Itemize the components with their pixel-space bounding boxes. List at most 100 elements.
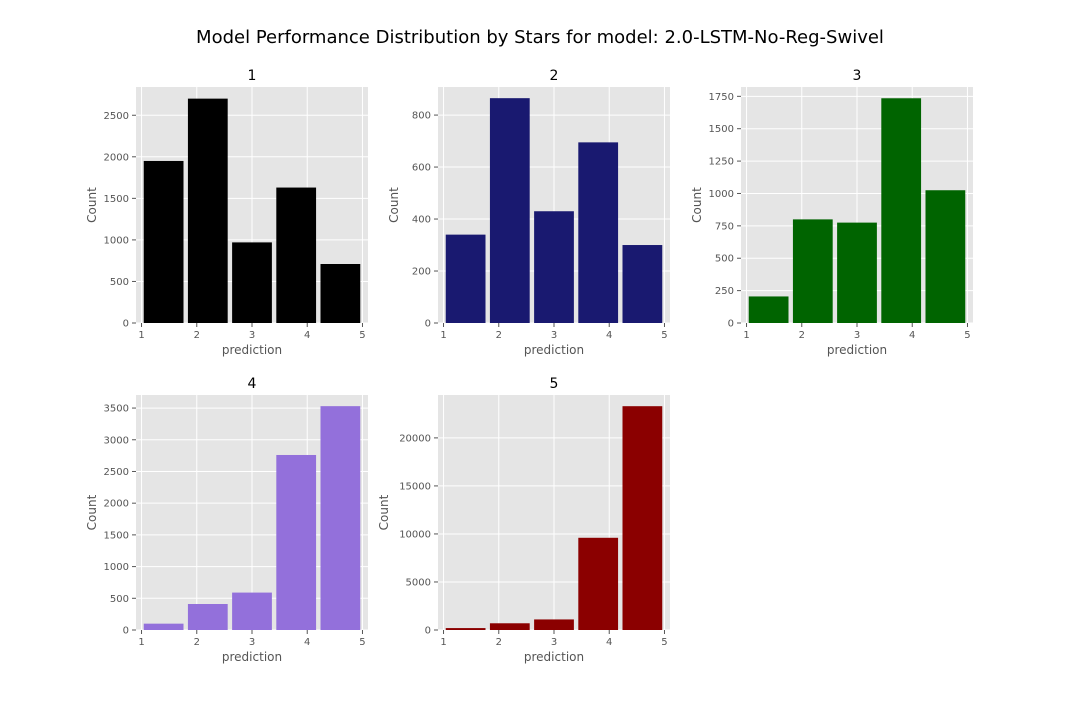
bar [489, 623, 530, 630]
tick-label-y: 5000 [406, 577, 431, 588]
bar [622, 245, 663, 323]
tick-label-y: 500 [715, 254, 734, 265]
tick-label-x: 1 [743, 330, 749, 341]
tick-label-x: 4 [606, 637, 612, 648]
bar [232, 592, 272, 630]
bar [534, 619, 574, 630]
x-axis-label: prediction [827, 343, 887, 357]
tick-label-y: 800 [412, 111, 431, 122]
tick-label-y: 0 [123, 626, 129, 637]
tick-label-x: 2 [799, 330, 805, 341]
subplot-3: 0 250 500 750 1000 1250 1500 1750 1 2 3 4 5 3 predicti… [690, 68, 973, 357]
bar [578, 537, 619, 630]
y-axis-label: Count [690, 187, 704, 223]
bar [792, 219, 833, 323]
tick-label-y: 3000 [104, 435, 129, 446]
bar [143, 160, 184, 323]
bar [622, 406, 663, 630]
tick-label-y: 20000 [399, 433, 431, 444]
bar [187, 98, 228, 323]
bar [276, 187, 317, 323]
y-axis-label: Count [85, 187, 99, 223]
tick-label-y: 1500 [104, 530, 129, 541]
tick-label-x: 3 [854, 330, 860, 341]
figure-title: Model Performance Distribution by Stars … [196, 27, 884, 48]
bar [748, 296, 789, 323]
tick-label-y: 200 [412, 267, 431, 278]
y-axis-label: Count [377, 494, 391, 530]
subplot-title: 5 [550, 376, 559, 392]
tick-label-y: 0 [425, 319, 431, 330]
tick-label-x: 3 [551, 330, 557, 341]
tick-label-x: 3 [249, 330, 255, 341]
tick-label-y: 0 [728, 319, 734, 330]
bar [489, 98, 530, 323]
tick-label-x: 4 [606, 330, 612, 341]
subplot-4: 0 500 1000 1500 2000 2500 3000 3500 1 2 3 4 5 4 predic… [85, 376, 368, 664]
bar [232, 242, 272, 323]
tick-label-y: 600 [412, 163, 431, 174]
tick-label-x: 2 [496, 330, 502, 341]
tick-label-y: 400 [412, 215, 431, 226]
x-axis-label: prediction [524, 343, 584, 357]
subplot-5: 0 5000 10000 15000 20000 1 2 3 4 5 5 prediction Coun… [377, 376, 670, 664]
tick-label-x: 4 [304, 637, 310, 648]
tick-label-y: 3500 [104, 404, 129, 415]
subplot-title: 2 [550, 68, 559, 84]
tick-label-x: 4 [909, 330, 915, 341]
tick-label-y: 2000 [104, 152, 129, 163]
tick-label-x: 5 [661, 637, 667, 648]
bar [187, 604, 228, 630]
bar [276, 454, 317, 630]
tick-label-y: 1000 [104, 235, 129, 246]
tick-label-x: 2 [496, 637, 502, 648]
subplot-title: 1 [248, 68, 257, 84]
tick-label-x: 1 [138, 330, 144, 341]
bar [320, 264, 361, 323]
tick-label-y: 1500 [104, 194, 129, 205]
bar [534, 211, 574, 323]
bar [881, 98, 922, 323]
subplot-1: 0 500 1000 1500 2000 2500 1 2 3 4 5 1 prediction Coun… [85, 68, 368, 357]
bar [578, 142, 619, 323]
tick-label-y: 1000 [104, 562, 129, 573]
tick-label-x: 3 [249, 637, 255, 648]
bar [445, 234, 486, 323]
tick-label-y: 2500 [104, 111, 129, 122]
tick-label-y: 1250 [709, 157, 734, 168]
tick-label-y: 0 [123, 319, 129, 330]
tick-label-y: 10000 [399, 529, 431, 540]
tick-label-x: 5 [359, 330, 365, 341]
tick-label-y: 1000 [709, 189, 734, 200]
tick-label-y: 1500 [709, 124, 734, 135]
x-axis-label: prediction [222, 650, 282, 664]
tick-label-y: 2000 [104, 499, 129, 510]
tick-label-x: 1 [440, 637, 446, 648]
y-axis-label: Count [85, 494, 99, 530]
y-axis-label: Count [387, 187, 401, 223]
tick-label-y: 500 [110, 594, 129, 605]
tick-label-x: 5 [359, 637, 365, 648]
subplot-title: 3 [853, 68, 862, 84]
bar [445, 628, 486, 630]
tick-label-x: 2 [194, 330, 200, 341]
tick-label-x: 5 [964, 330, 970, 341]
bar [837, 222, 877, 323]
subplot-2: 0 200 400 600 800 1 2 3 4 5 2 prediction Count [387, 68, 670, 357]
tick-label-y: 15000 [399, 481, 431, 492]
tick-label-x: 5 [661, 330, 667, 341]
tick-label-x: 1 [138, 637, 144, 648]
x-axis-label: prediction [524, 650, 584, 664]
tick-label-y: 750 [715, 221, 734, 232]
tick-label-x: 2 [194, 637, 200, 648]
x-axis-label: prediction [222, 343, 282, 357]
tick-label-y: 1750 [709, 92, 734, 103]
bar [143, 623, 184, 630]
subplot-title: 4 [248, 376, 257, 392]
tick-label-y: 2500 [104, 467, 129, 478]
tick-label-y: 250 [715, 286, 734, 297]
tick-label-x: 4 [304, 330, 310, 341]
tick-label-y: 500 [110, 277, 129, 288]
